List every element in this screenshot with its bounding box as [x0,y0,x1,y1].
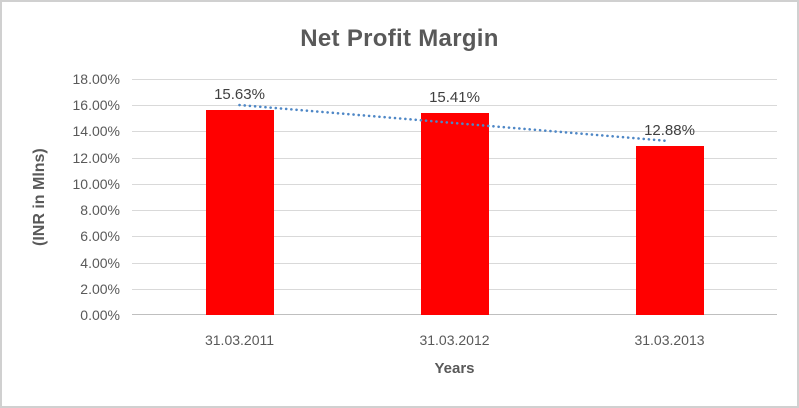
gridline [132,79,777,80]
bar-31.03.2013 [635,146,704,315]
data-label: 15.63% [214,86,265,104]
chart-title: Net Profit Margin [300,25,499,52]
y-axis-tick-labels: 0.00% 2.00% 4.00% 6.00% 8.00% 10.00% 12.00% 14.… [2,71,120,323]
y-tick-label: 8.00% [80,202,120,219]
y-tick-label: 10.00% [72,175,120,192]
y-tick-label: 14.00% [72,123,120,140]
y-tick-label: 2.00% [80,280,120,297]
y-tick-label: 6.00% [80,228,120,245]
data-label: 15.41% [429,88,480,106]
data-label: 12.88% [644,122,695,140]
x-axis-tick-labels: 31.03.2011 31.03.2012 31.03.2013 [2,331,797,351]
y-tick-label: 4.00% [80,254,120,271]
x-tick-label: 31.03.2013 [634,332,705,348]
x-tick-label: 31.03.2011 [204,332,275,348]
y-tick-label: 0.00% [80,307,120,323]
y-tick-label: 18.00% [72,71,120,87]
y-tick-label: 12.00% [72,149,120,166]
x-axis-title: Years [434,360,475,377]
y-tick-label: 16.00% [72,97,120,114]
bar-31.03.2012 [420,112,489,315]
x-tick-label: 31.03.2012 [419,332,490,348]
bar-31.03.2011 [205,110,274,315]
plot-area: 15.63% 15.41% 12.88% [132,79,777,315]
